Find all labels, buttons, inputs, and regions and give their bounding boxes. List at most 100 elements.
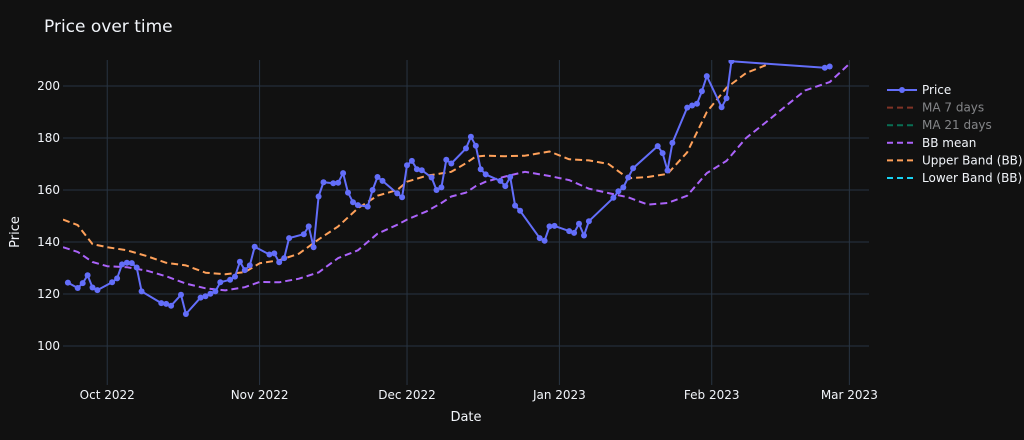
price-point <box>576 220 582 227</box>
price-point <box>664 167 671 174</box>
price-point <box>566 228 573 235</box>
price-point <box>585 218 592 225</box>
price-point <box>507 174 514 180</box>
price-point <box>669 139 676 146</box>
price-point <box>463 145 469 152</box>
legend-label: Lower Band (BB) <box>922 171 1022 185</box>
price-point <box>379 177 386 184</box>
price-point <box>698 88 705 95</box>
x-tick-labels: Oct 2022 Nov 2022 Dec 2022 Jan 2023 Feb 2023… <box>80 388 878 402</box>
x-tick-label: Jan 2023 <box>532 388 586 402</box>
price-point <box>512 202 519 209</box>
price-point <box>182 311 189 317</box>
price-point <box>502 183 509 190</box>
y-tick-label: 140 <box>37 235 60 249</box>
price-point <box>399 194 406 201</box>
price-point <box>241 267 248 274</box>
price-point <box>541 237 548 244</box>
price-point <box>207 290 214 297</box>
y-tick-label: 200 <box>37 79 60 93</box>
legend-item-ma-21-days[interactable]: MA 21 days <box>887 118 992 132</box>
price-point <box>345 189 351 196</box>
price-point <box>404 162 410 169</box>
price-point <box>168 302 175 309</box>
x-tick-label: Oct 2022 <box>80 388 135 402</box>
legend-marker <box>899 87 905 93</box>
price-point <box>477 166 484 173</box>
price-point <box>615 188 622 195</box>
legend-item-upper-band-bb[interactable]: Upper Band (BB) <box>887 153 1023 167</box>
price-point <box>718 104 725 111</box>
series-layer <box>63 60 850 317</box>
price-point <box>79 280 86 287</box>
price-point <box>438 184 445 191</box>
price-point <box>728 60 735 65</box>
price-point <box>133 264 140 271</box>
price-point <box>472 142 479 149</box>
price-point <box>571 229 578 236</box>
price-point <box>536 235 543 242</box>
price-point <box>119 261 125 268</box>
price-point <box>315 193 322 200</box>
legend-item-lower-band-bb[interactable]: Lower Band (BB) <box>887 171 1022 185</box>
price-point <box>305 223 312 230</box>
y-tick-label: 180 <box>37 131 60 145</box>
price-point <box>335 179 342 186</box>
price-point <box>236 258 243 265</box>
x-axis-label: Date <box>450 410 481 425</box>
legend-item-bb-mean[interactable]: BB mean <box>887 136 976 150</box>
price-point <box>281 255 288 262</box>
price-point <box>266 251 273 258</box>
y-tick-label: 120 <box>37 287 60 301</box>
legend-label: Price <box>922 83 951 97</box>
price-point <box>551 222 558 229</box>
price-point <box>74 285 81 291</box>
price-point <box>197 294 204 301</box>
price-point <box>138 288 145 295</box>
price-point <box>84 272 91 279</box>
y-tick-label: 100 <box>37 339 60 353</box>
price-point <box>826 63 833 70</box>
price-point <box>232 273 238 280</box>
price-point <box>310 244 317 251</box>
x-tick-label: Nov 2022 <box>231 388 289 402</box>
price-point <box>369 187 376 193</box>
price-point <box>659 150 666 157</box>
price-point <box>654 143 661 150</box>
price-point <box>114 275 121 282</box>
price-point <box>433 187 440 193</box>
price-point <box>625 174 632 181</box>
price-point <box>109 279 116 286</box>
price-point <box>246 262 253 269</box>
price-point <box>443 156 450 163</box>
price-point <box>418 167 425 174</box>
price-point <box>723 95 730 102</box>
price-point <box>428 174 435 181</box>
price-point <box>123 259 130 266</box>
legend-item-price[interactable]: Price <box>887 83 951 97</box>
legend-item-ma-7-days[interactable]: MA 7 days <box>887 101 984 115</box>
x-gridlines <box>106 60 850 385</box>
y-gridlines <box>63 85 869 347</box>
legend: Price MA 7 days MA 21 days BB mean Upper Ban… <box>887 83 1023 185</box>
x-tick-label: Dec 2022 <box>378 388 436 402</box>
y-tick-label: 160 <box>37 183 60 197</box>
price-point <box>330 180 337 187</box>
chart-title: Price over time <box>44 17 173 37</box>
price-point <box>467 133 474 140</box>
legend-label: MA 21 days <box>922 118 992 132</box>
price-point <box>703 73 710 80</box>
price-point <box>821 64 828 71</box>
price-point <box>394 190 401 197</box>
price-point <box>89 284 96 291</box>
bb-mean-line <box>63 63 850 292</box>
price-point <box>350 199 356 206</box>
price-point <box>684 104 691 111</box>
price-point <box>178 291 184 298</box>
y-tick-labels: 100 120 140 160 180 200 <box>37 79 60 353</box>
price-point <box>212 288 219 295</box>
x-tick-label: Mar 2023 <box>821 388 878 402</box>
legend-label: Upper Band (BB) <box>922 153 1023 167</box>
